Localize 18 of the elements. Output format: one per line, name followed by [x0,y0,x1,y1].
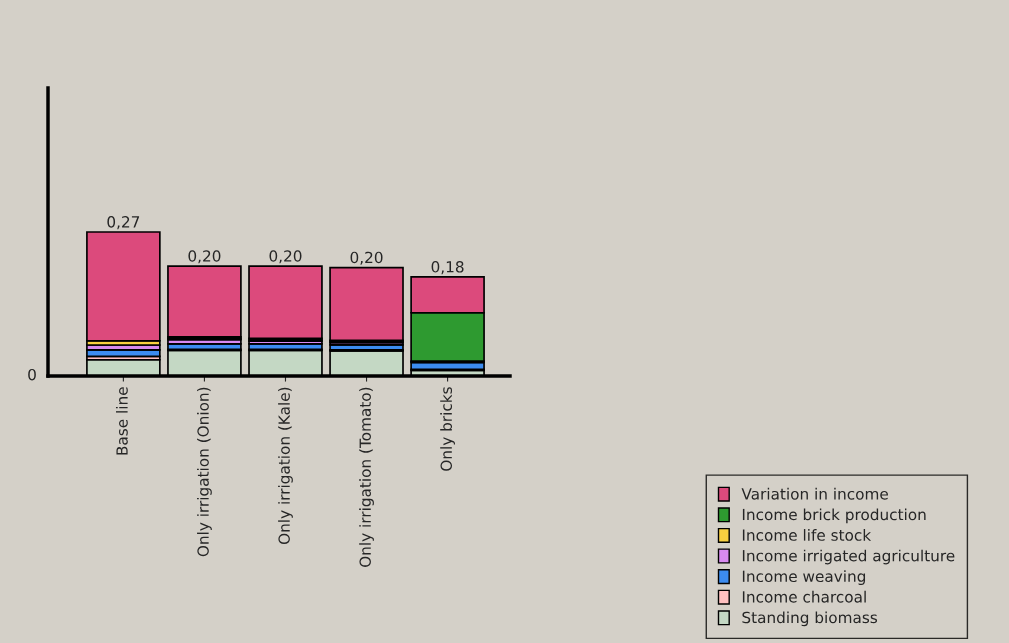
legend-label: Income life stock [742,529,872,541]
annotation: 0,18 [431,261,464,275]
x-tick-label: Base line [115,387,128,455]
legend-label: Income charcoal [742,590,866,603]
annotation: 0,20 [350,251,383,265]
legend-label: Standing biomass [742,611,878,627]
legend-label: Income brick production [742,508,926,524]
annotation: 0,27 [107,216,140,230]
text: 0 [28,368,36,381]
legend-label: Income irrigated agriculture [742,549,955,565]
legend-label: Income weaving [742,570,866,586]
x-tick-label: Only irrigation (Tomato) [359,387,374,567]
x-tick-label: Only bricks [440,387,455,471]
annotation: 0,20 [188,250,221,264]
legend-label: Variation in income [741,487,888,500]
x-tick-label: Only irrigation (Onion) [197,387,212,557]
x-tick-label: Only irrigation (Kale) [278,387,293,545]
annotation: 0,20 [269,250,302,264]
